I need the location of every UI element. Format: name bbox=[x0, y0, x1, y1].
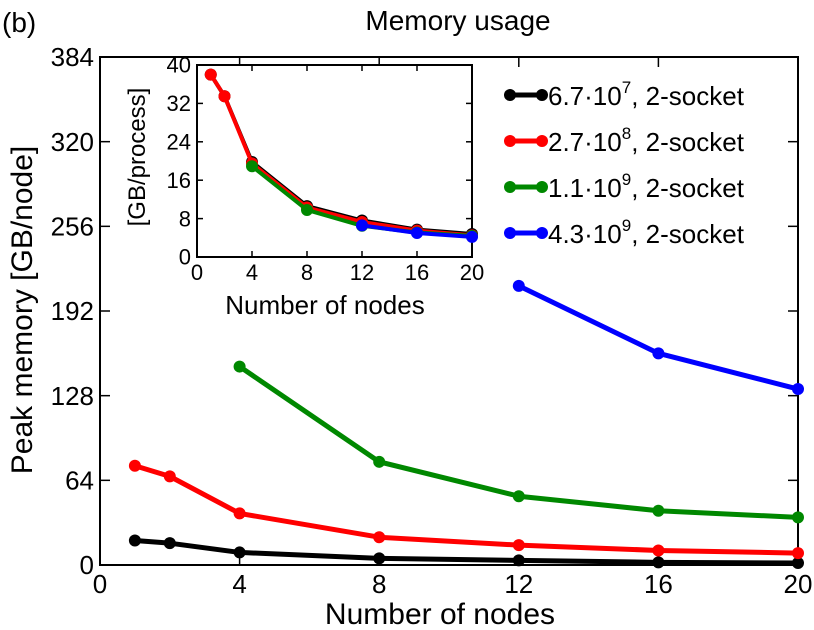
y-axis-label: Peak memory [GB/node] bbox=[6, 146, 39, 474]
inset-x-tick-label: 0 bbox=[191, 260, 203, 285]
x-tick-label: 4 bbox=[232, 569, 246, 599]
legend-marker bbox=[504, 135, 516, 147]
panel-label: (b) bbox=[2, 7, 36, 38]
data-point bbox=[512, 490, 525, 503]
data-point bbox=[792, 557, 804, 570]
legend-entry-suffix: , 2-socket bbox=[631, 81, 744, 111]
chart-title: Memory usage bbox=[365, 5, 550, 36]
y-tick-label: 128 bbox=[51, 381, 94, 411]
data-point bbox=[792, 547, 804, 560]
inset-y-tick-label: 16 bbox=[167, 168, 191, 193]
data-point bbox=[233, 360, 246, 373]
inset-data-point bbox=[301, 203, 313, 216]
data-point bbox=[373, 531, 386, 544]
legend-entry: 2.7·108, 2-socket bbox=[548, 124, 745, 157]
x-axis-label: Number of nodes bbox=[325, 598, 555, 630]
legend-marker bbox=[504, 89, 516, 101]
data-point bbox=[652, 504, 665, 517]
inset-y-axis-label: [GB/process] bbox=[124, 88, 151, 227]
data-point bbox=[128, 534, 141, 547]
inset-x-tick-label: 20 bbox=[460, 260, 484, 285]
data-point bbox=[792, 511, 804, 524]
legend-entry-exponent: 9 bbox=[622, 216, 631, 235]
x-tick-label: 16 bbox=[644, 569, 673, 599]
inset-data-point bbox=[466, 230, 478, 243]
legend-marker bbox=[504, 181, 516, 193]
y-tick-label: 320 bbox=[51, 127, 94, 157]
inset-y-tick-label: 40 bbox=[167, 53, 191, 78]
inset-y-tick-label: 32 bbox=[167, 91, 191, 116]
inset-plot: 0 4 8 12 16 20 0 8 16 24 32 40 bbox=[167, 53, 485, 285]
data-point bbox=[373, 552, 386, 565]
x-tick-label: 8 bbox=[372, 569, 386, 599]
y-tick-label: 192 bbox=[51, 296, 94, 326]
legend-marker bbox=[536, 89, 548, 101]
legend-entry-suffix: , 2-socket bbox=[631, 127, 744, 157]
data-point bbox=[128, 459, 141, 472]
legend-entry-suffix: , 2-socket bbox=[631, 173, 744, 203]
legend-entry-base: 2.7·10 bbox=[548, 127, 622, 157]
y-tick-label: 64 bbox=[65, 465, 94, 495]
data-point bbox=[233, 507, 246, 520]
data-point bbox=[373, 455, 386, 468]
data-point bbox=[512, 539, 525, 552]
inset-data-point bbox=[356, 219, 368, 232]
legend-entry-base: 6.7·10 bbox=[548, 81, 622, 111]
data-point bbox=[652, 544, 665, 557]
data-point bbox=[233, 546, 246, 559]
data-point bbox=[652, 556, 665, 569]
legend-entry-suffix: , 2-socket bbox=[631, 219, 744, 249]
legend-marker bbox=[504, 227, 516, 239]
y-tick-label: 384 bbox=[51, 42, 94, 72]
x-tick-label: 12 bbox=[504, 569, 533, 599]
data-point bbox=[792, 383, 804, 396]
legend-entry-exponent: 9 bbox=[622, 170, 631, 189]
legend-entry: 1.1·109, 2-socket bbox=[548, 170, 745, 203]
data-point bbox=[163, 470, 176, 483]
inset-x-axis-label: Number of nodes bbox=[225, 290, 424, 320]
legend-entry: 4.3·109, 2-socket bbox=[548, 216, 745, 249]
inset-data-point bbox=[246, 160, 258, 173]
data-point bbox=[163, 537, 176, 550]
inset-x-tick-label: 4 bbox=[246, 260, 258, 285]
inset-y-tick-label: 8 bbox=[179, 206, 191, 231]
inset-y-tick-label: 0 bbox=[179, 245, 191, 270]
legend-entry-base: 4.3·10 bbox=[548, 219, 622, 249]
legend-marker bbox=[536, 135, 548, 147]
x-tick-label: 0 bbox=[93, 569, 107, 599]
data-point bbox=[512, 279, 525, 292]
inset-plot-frame bbox=[196, 64, 473, 258]
legend-entry-exponent: 8 bbox=[622, 124, 631, 143]
inset-x-tick-label: 16 bbox=[405, 260, 429, 285]
inset-x-tick-label: 8 bbox=[301, 260, 313, 285]
inset-x-tick-label: 12 bbox=[350, 260, 374, 285]
legend-marker bbox=[536, 227, 548, 239]
y-tick-label: 256 bbox=[51, 211, 94, 241]
legend-entry: 6.7·107, 2-socket bbox=[548, 78, 745, 111]
data-point bbox=[512, 554, 525, 567]
data-point bbox=[652, 347, 665, 360]
inset-data-point bbox=[218, 90, 231, 103]
legend-marker bbox=[536, 181, 548, 193]
legend-entry-base: 1.1·10 bbox=[548, 173, 622, 203]
inset-data-point bbox=[204, 68, 217, 81]
inset-data-point bbox=[411, 227, 423, 239]
legend-entry-exponent: 7 bbox=[622, 78, 631, 97]
x-tick-label: 20 bbox=[784, 569, 813, 599]
y-tick-label: 0 bbox=[80, 550, 94, 580]
inset-y-tick-label: 24 bbox=[167, 130, 191, 155]
